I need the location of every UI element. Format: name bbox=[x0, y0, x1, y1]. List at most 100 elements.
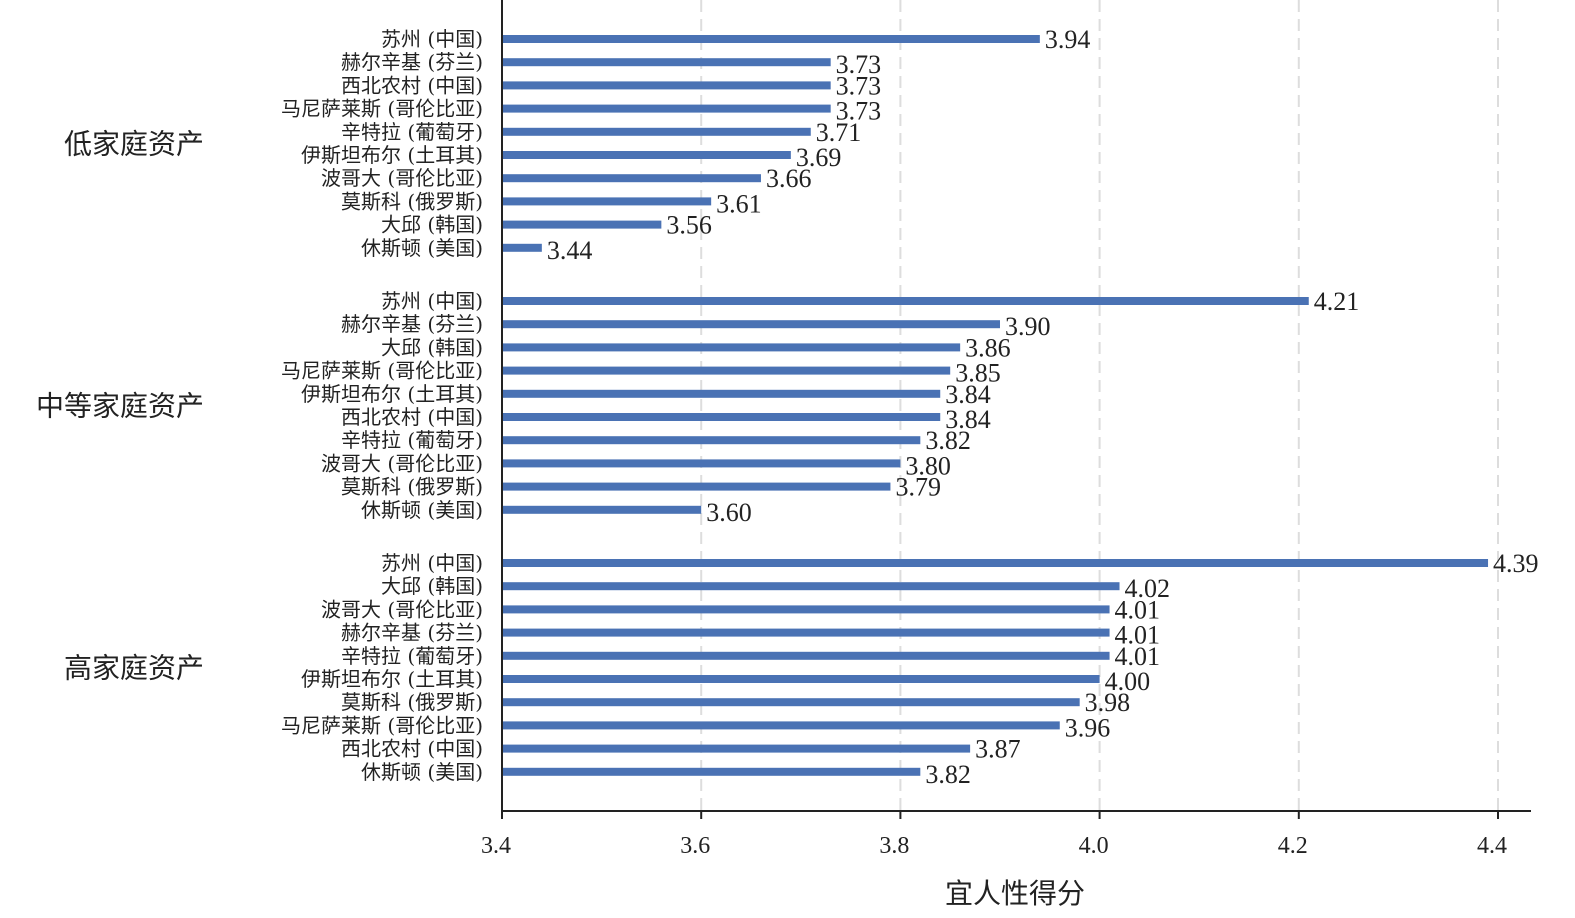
axes: 3.4 3.6 3.8 4.0 4.2 4.4 bbox=[481, 0, 1531, 859]
category-label: 苏州 (中国) bbox=[381, 551, 483, 575]
value-label: 4.01 bbox=[1115, 642, 1161, 671]
value-label: 3.96 bbox=[1065, 713, 1111, 742]
value-label: 3.80 bbox=[905, 451, 951, 480]
category-label: 伊斯坦布尔 (土耳其) bbox=[301, 382, 483, 406]
x-tick-label: 4.2 bbox=[1278, 833, 1308, 859]
group-label: 中等家庭资产 bbox=[36, 389, 204, 422]
value-label: 3.86 bbox=[965, 333, 1011, 362]
bar bbox=[502, 605, 1110, 614]
category-label: 休斯顿 (美国) bbox=[361, 760, 483, 784]
category-label: 苏州 (中国) bbox=[381, 27, 483, 51]
bar bbox=[502, 505, 702, 514]
bar bbox=[502, 459, 901, 468]
category-label: 赫尔辛基 (芬兰) bbox=[341, 621, 483, 645]
value-label: 4.01 bbox=[1115, 621, 1161, 650]
bar bbox=[502, 174, 761, 183]
value-label: 3.73 bbox=[836, 71, 882, 100]
category-label: 莫斯科 (俄罗斯) bbox=[341, 475, 483, 499]
group-label: 高家庭资产 bbox=[64, 651, 204, 684]
value-label: 3.71 bbox=[816, 118, 862, 147]
x-tick-label: 3.8 bbox=[879, 833, 909, 859]
bar bbox=[502, 675, 1100, 683]
value-label: 3.82 bbox=[925, 760, 971, 789]
bar bbox=[502, 698, 1080, 707]
bar bbox=[502, 297, 1309, 305]
bar bbox=[502, 366, 951, 375]
bar bbox=[502, 721, 1060, 730]
category-label: 马尼萨莱斯 (哥伦比亚) bbox=[281, 97, 483, 121]
value-label: 3.73 bbox=[836, 50, 882, 79]
bar bbox=[502, 243, 542, 252]
bar bbox=[502, 81, 831, 90]
bar bbox=[502, 151, 791, 159]
category-label: 辛特拉 (葡萄牙) bbox=[341, 428, 483, 452]
category-label: 辛特拉 (葡萄牙) bbox=[341, 644, 483, 668]
x-tick-label: 4.0 bbox=[1079, 833, 1109, 859]
category-label: 莫斯科 (俄罗斯) bbox=[341, 189, 483, 213]
category-label: 伊斯坦布尔 (土耳其) bbox=[301, 667, 483, 691]
value-label: 3.87 bbox=[975, 735, 1021, 764]
category-label: 波哥大 (哥伦比亚) bbox=[321, 597, 483, 621]
category-label: 赫尔辛基 (芬兰) bbox=[341, 312, 483, 336]
bar bbox=[502, 35, 1040, 43]
category-label: 休斯顿 (美国) bbox=[361, 236, 483, 260]
category-label: 苏州 (中国) bbox=[381, 289, 483, 313]
value-label: 4.39 bbox=[1493, 549, 1539, 578]
value-label: 3.66 bbox=[766, 164, 812, 193]
value-label: 3.73 bbox=[836, 97, 882, 126]
bar bbox=[502, 559, 1489, 567]
value-label: 3.85 bbox=[955, 359, 1001, 388]
bar bbox=[502, 744, 971, 753]
bar bbox=[502, 582, 1120, 591]
bar bbox=[502, 320, 1000, 329]
category-label: 西北农村 (中国) bbox=[341, 405, 483, 429]
value-label: 3.61 bbox=[716, 189, 762, 218]
bar bbox=[502, 767, 921, 776]
bar bbox=[502, 58, 831, 67]
x-tick-label: 3.6 bbox=[680, 833, 710, 859]
value-label: 3.69 bbox=[796, 143, 842, 172]
category-label: 赫尔辛基 (芬兰) bbox=[341, 50, 483, 74]
bar bbox=[502, 343, 961, 352]
bar bbox=[502, 197, 712, 206]
category-label: 波哥大 (哥伦比亚) bbox=[321, 451, 483, 475]
value-label: 4.21 bbox=[1314, 287, 1360, 316]
bar bbox=[502, 651, 1110, 660]
value-label: 3.84 bbox=[945, 405, 991, 434]
bars bbox=[502, 35, 1489, 776]
value-label: 3.60 bbox=[706, 498, 752, 527]
bar bbox=[502, 628, 1110, 637]
category-label: 大邱 (韩国) bbox=[381, 213, 483, 237]
category-label: 马尼萨莱斯 (哥伦比亚) bbox=[281, 359, 483, 383]
x-tick-label: 3.4 bbox=[481, 833, 511, 859]
labels: 苏州 (中国) 3.94 赫尔辛基 (芬兰) 3.73 西北农村 (中国) 3.73 马尼萨… bbox=[36, 25, 1539, 789]
bar bbox=[502, 482, 891, 491]
value-label: 3.82 bbox=[925, 426, 971, 455]
value-label: 3.56 bbox=[666, 211, 712, 240]
category-label: 伊斯坦布尔 (土耳其) bbox=[301, 143, 483, 167]
category-label: 马尼萨莱斯 (哥伦比亚) bbox=[281, 713, 483, 737]
category-label: 莫斯科 (俄罗斯) bbox=[341, 690, 483, 714]
value-label: 3.84 bbox=[945, 380, 991, 409]
category-label: 波哥大 (哥伦比亚) bbox=[321, 166, 483, 190]
bar bbox=[502, 127, 811, 136]
bar bbox=[502, 104, 831, 113]
bar bbox=[502, 389, 941, 398]
value-label: 3.90 bbox=[1005, 312, 1051, 341]
category-label: 西北农村 (中国) bbox=[341, 73, 483, 97]
bar bbox=[502, 436, 921, 445]
value-label: 4.02 bbox=[1125, 574, 1171, 603]
category-label: 辛特拉 (葡萄牙) bbox=[341, 120, 483, 144]
category-label: 大邱 (韩国) bbox=[381, 574, 483, 598]
bar bbox=[502, 413, 941, 421]
group-label: 低家庭资产 bbox=[64, 127, 204, 160]
value-label: 3.79 bbox=[895, 473, 941, 502]
value-label: 4.01 bbox=[1115, 595, 1161, 624]
value-label: 3.94 bbox=[1045, 25, 1091, 54]
bar bbox=[502, 220, 662, 229]
value-label: 4.00 bbox=[1105, 667, 1151, 696]
category-label: 休斯顿 (美国) bbox=[361, 498, 483, 522]
x-tick-label: 4.4 bbox=[1477, 833, 1507, 859]
value-label: 3.98 bbox=[1085, 688, 1131, 717]
